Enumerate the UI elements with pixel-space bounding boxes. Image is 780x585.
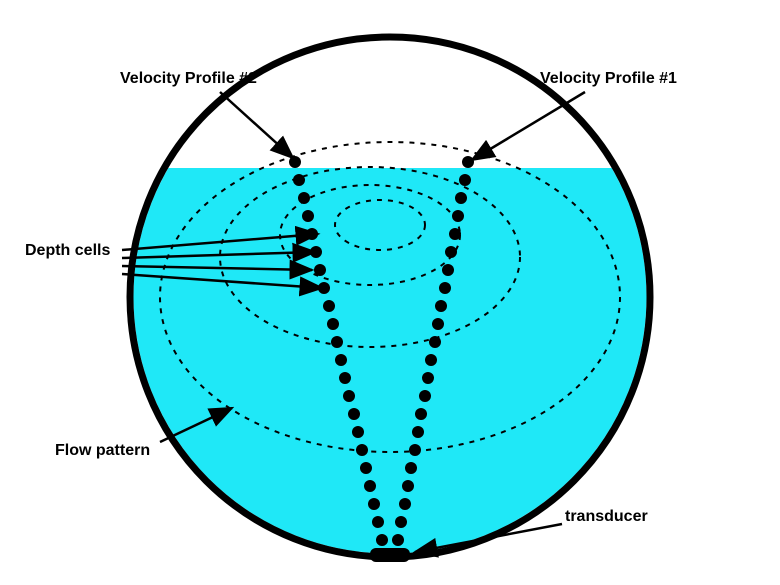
depth-cell-dot: [459, 174, 471, 186]
label-velocity-profile-1: Velocity Profile #1: [540, 70, 677, 88]
depth-cell-dot: [314, 264, 326, 276]
depth-cell-dot: [432, 318, 444, 330]
depth-cell-dot: [293, 174, 305, 186]
depth-cell-dot: [343, 390, 355, 402]
depth-cell-dot: [335, 354, 347, 366]
depth-cell-dot: [412, 426, 424, 438]
label-transducer: transducer: [565, 508, 648, 526]
depth-cell-dot: [445, 246, 457, 258]
depth-cell-dot: [392, 534, 404, 546]
depth-cell-dot: [331, 336, 343, 348]
depth-cell-dot: [364, 480, 376, 492]
depth-cell-dot: [402, 480, 414, 492]
profile2-arrow: [220, 92, 293, 158]
depth-cell-dot: [323, 300, 335, 312]
depth-cell-dot: [462, 156, 474, 168]
label-flow-pattern: Flow pattern: [55, 442, 150, 460]
depth-cell-dot: [409, 444, 421, 456]
depth-cell-dot: [289, 156, 301, 168]
label-velocity-profile-2: Velocity Profile #2: [120, 70, 257, 88]
depth-cell-dot: [449, 228, 461, 240]
transducer-shape: [370, 548, 410, 562]
depth-cell-dot: [356, 444, 368, 456]
depth-cell-dot: [422, 372, 434, 384]
depth-cell-dot: [419, 390, 431, 402]
depth-cell-dot: [399, 498, 411, 510]
depth-cell-dot: [376, 534, 388, 546]
depth-cell-dot: [302, 210, 314, 222]
profile1-arrow: [472, 92, 585, 160]
water-fill: [0, 168, 780, 585]
label-depth-cells: Depth cells: [25, 242, 110, 260]
depth-cell-dot: [339, 372, 351, 384]
depth-cell-dot: [298, 192, 310, 204]
depth-cell-dot: [352, 426, 364, 438]
depth-cell-dot: [327, 318, 339, 330]
depth-cell-dot: [429, 336, 441, 348]
depth-cell-dot: [435, 300, 447, 312]
depth-cell-dot: [372, 516, 384, 528]
depth-cell-dot: [395, 516, 407, 528]
depth-cell-dot: [455, 192, 467, 204]
depth-cell-dot: [452, 210, 464, 222]
depth-cell-dot: [439, 282, 451, 294]
depth-cell-dot: [360, 462, 372, 474]
depth-cell-dot: [415, 408, 427, 420]
depth-cell-dot: [405, 462, 417, 474]
depth-cell-dot: [425, 354, 437, 366]
depth-cell-dot: [368, 498, 380, 510]
depth-cell-dot: [442, 264, 454, 276]
depth-cell-dot: [348, 408, 360, 420]
